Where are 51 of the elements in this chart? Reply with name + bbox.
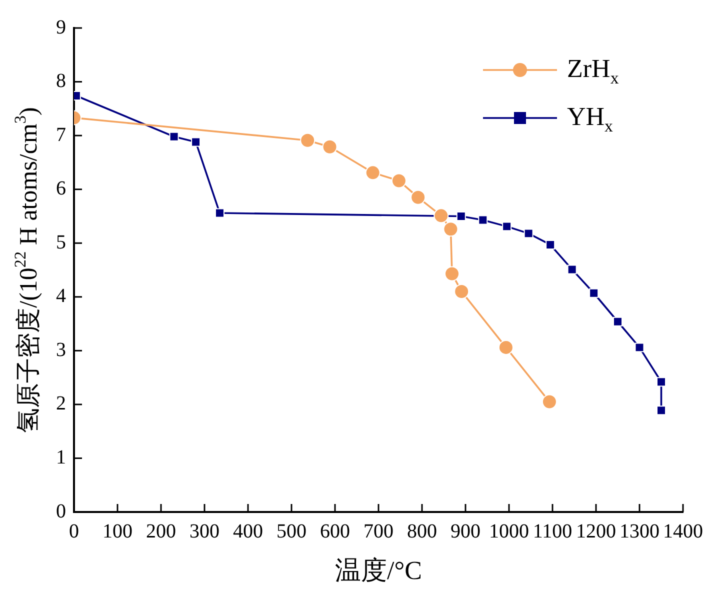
y-tick-label: 0: [56, 500, 66, 522]
point: [656, 406, 666, 416]
x-tick-label: 100: [102, 520, 132, 542]
point: [322, 139, 338, 154]
point: [410, 190, 426, 205]
point: [634, 342, 644, 352]
point: [546, 240, 556, 250]
y-tick-label: 8: [56, 70, 66, 92]
x-tick-label: 700: [364, 520, 394, 542]
point: [434, 208, 449, 224]
y-tick-label: 2: [56, 392, 66, 415]
point: [502, 222, 512, 232]
x-tick-label: 500: [276, 520, 306, 542]
y-tick-label: 3: [56, 338, 66, 361]
x-tick-label: 1400: [663, 520, 703, 542]
point: [498, 340, 514, 355]
x-axis-title: 温度/°C: [335, 556, 422, 585]
point: [214, 208, 224, 218]
x-tick-label: 1100: [532, 520, 572, 542]
x-tick-label: 1000: [489, 520, 529, 542]
x-tick-label: 600: [320, 520, 350, 542]
x-tick-label: 900: [450, 520, 480, 542]
point: [391, 173, 406, 188]
point: [567, 264, 577, 274]
y-tick-label: 1: [56, 446, 66, 468]
point: [169, 132, 179, 142]
y-tick-label: 5: [56, 231, 66, 254]
point: [542, 394, 557, 410]
y-tick-label: 6: [56, 178, 66, 200]
point: [191, 137, 201, 147]
point: [456, 211, 466, 221]
y-tick-label: 7: [56, 124, 66, 146]
point: [524, 228, 534, 238]
point: [454, 284, 470, 300]
x-tick-label: 800: [407, 520, 437, 542]
x-tick-label: 200: [146, 520, 176, 542]
x-tick-label: 400: [233, 520, 263, 542]
point: [478, 215, 488, 225]
point: [656, 377, 666, 387]
point: [365, 165, 380, 180]
y-tick-label: 4: [56, 285, 66, 308]
point: [613, 316, 622, 326]
point: [443, 222, 458, 237]
x-tick-label: 1200: [576, 520, 616, 542]
point: [589, 288, 599, 298]
point: [300, 132, 316, 148]
point: [444, 266, 460, 282]
x-tick-label: 1300: [620, 520, 660, 542]
y-axis-title: 氢原子密度/(1022 H atoms/cm3): [12, 107, 43, 433]
y-tick-label: 9: [56, 16, 66, 38]
x-tick-label: 300: [190, 520, 220, 542]
